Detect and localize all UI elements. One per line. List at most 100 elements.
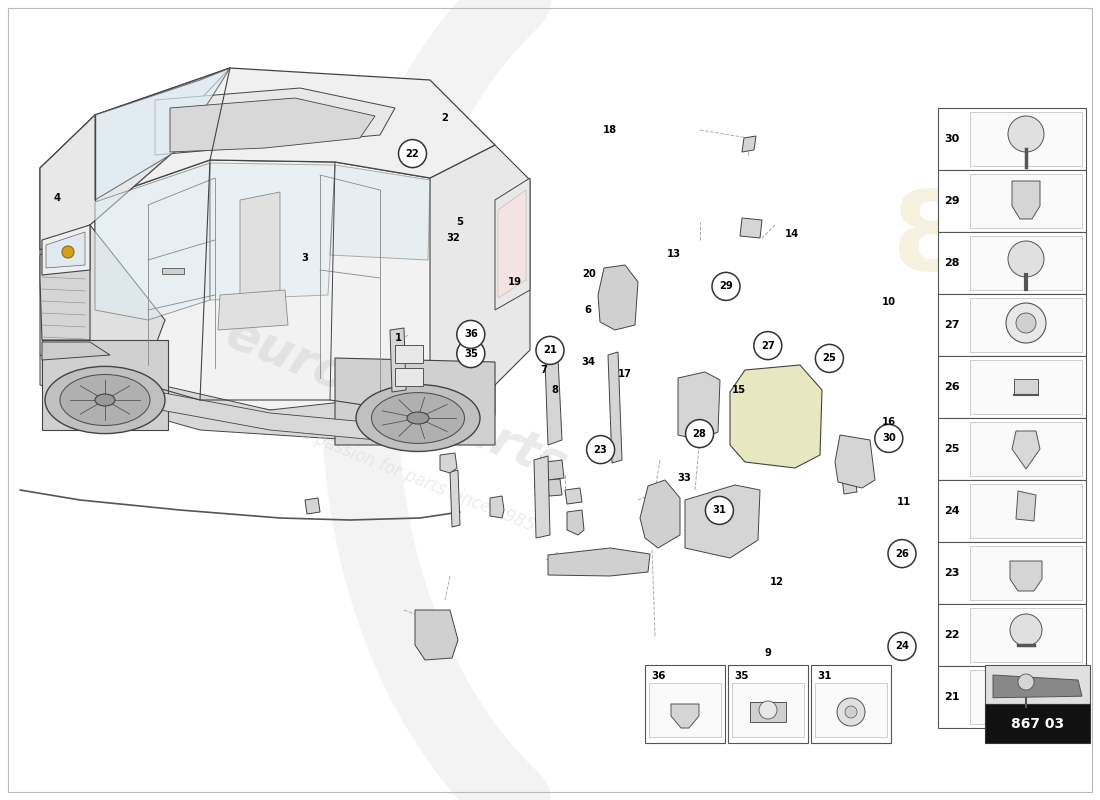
Polygon shape bbox=[305, 498, 320, 514]
Polygon shape bbox=[240, 192, 280, 302]
Circle shape bbox=[845, 706, 857, 718]
Bar bbox=[970, 298, 1082, 352]
Circle shape bbox=[685, 419, 714, 448]
Circle shape bbox=[874, 424, 903, 453]
Text: a passion for parts since 1985: a passion for parts since 1985 bbox=[298, 425, 538, 535]
Polygon shape bbox=[1010, 561, 1042, 591]
Text: 34: 34 bbox=[582, 357, 595, 366]
Circle shape bbox=[888, 539, 916, 567]
Circle shape bbox=[1008, 241, 1044, 277]
Circle shape bbox=[759, 701, 777, 719]
Polygon shape bbox=[330, 165, 430, 260]
Circle shape bbox=[586, 435, 615, 464]
Bar bbox=[970, 360, 1082, 414]
Text: 85: 85 bbox=[891, 186, 1045, 294]
Circle shape bbox=[1018, 674, 1034, 690]
Text: 30: 30 bbox=[945, 134, 959, 144]
Text: 10: 10 bbox=[882, 298, 895, 307]
Text: 36: 36 bbox=[651, 671, 666, 681]
Ellipse shape bbox=[45, 366, 165, 434]
Polygon shape bbox=[46, 232, 85, 268]
Polygon shape bbox=[40, 355, 495, 445]
Polygon shape bbox=[40, 68, 230, 250]
Bar bbox=[938, 666, 1086, 728]
Text: 5: 5 bbox=[456, 218, 463, 227]
Polygon shape bbox=[95, 68, 230, 200]
Bar bbox=[938, 418, 1086, 480]
Text: 867 03: 867 03 bbox=[1011, 717, 1064, 730]
Bar bbox=[811, 665, 891, 743]
Text: 13: 13 bbox=[668, 250, 681, 259]
Bar bbox=[645, 665, 725, 743]
Text: 31: 31 bbox=[713, 506, 726, 515]
Polygon shape bbox=[993, 675, 1082, 698]
Bar bbox=[970, 608, 1082, 662]
Text: 29: 29 bbox=[719, 282, 733, 291]
Text: 26: 26 bbox=[895, 549, 909, 558]
Polygon shape bbox=[100, 165, 495, 412]
Text: 17: 17 bbox=[618, 370, 631, 379]
Polygon shape bbox=[40, 115, 95, 250]
Text: 16: 16 bbox=[882, 418, 895, 427]
Ellipse shape bbox=[95, 394, 116, 406]
Text: 33: 33 bbox=[678, 474, 691, 483]
Polygon shape bbox=[1016, 491, 1036, 521]
Polygon shape bbox=[750, 702, 786, 722]
Bar bbox=[938, 232, 1086, 294]
Bar bbox=[970, 236, 1082, 290]
Polygon shape bbox=[678, 372, 721, 440]
Text: 3: 3 bbox=[301, 254, 308, 263]
Bar bbox=[970, 670, 1082, 724]
Text: 8: 8 bbox=[551, 386, 558, 395]
Bar bbox=[732, 683, 804, 737]
Text: 35: 35 bbox=[734, 671, 748, 681]
Bar bbox=[970, 546, 1082, 600]
Text: 2: 2 bbox=[441, 114, 448, 123]
Text: eurocarparts: eurocarparts bbox=[218, 310, 574, 490]
Circle shape bbox=[705, 496, 734, 525]
Circle shape bbox=[536, 336, 564, 365]
Text: 6: 6 bbox=[584, 306, 591, 315]
Polygon shape bbox=[1012, 431, 1040, 469]
Bar bbox=[938, 294, 1086, 356]
Text: 27: 27 bbox=[761, 341, 774, 350]
Bar bbox=[970, 484, 1082, 538]
Polygon shape bbox=[1012, 181, 1040, 219]
Text: 12: 12 bbox=[770, 578, 783, 587]
Polygon shape bbox=[170, 98, 375, 152]
Polygon shape bbox=[685, 485, 760, 558]
Text: 1: 1 bbox=[395, 333, 402, 342]
Polygon shape bbox=[546, 460, 564, 480]
Ellipse shape bbox=[60, 374, 150, 426]
Text: 9: 9 bbox=[764, 648, 771, 658]
Polygon shape bbox=[415, 610, 458, 660]
Text: 11: 11 bbox=[898, 498, 911, 507]
Text: 18: 18 bbox=[603, 125, 616, 134]
Polygon shape bbox=[498, 190, 526, 298]
Text: 23: 23 bbox=[594, 445, 607, 454]
Circle shape bbox=[456, 339, 485, 368]
Circle shape bbox=[62, 246, 74, 258]
Text: 29: 29 bbox=[944, 196, 960, 206]
Bar bbox=[395, 345, 424, 363]
Circle shape bbox=[888, 633, 916, 661]
Polygon shape bbox=[547, 479, 562, 496]
Circle shape bbox=[1006, 303, 1046, 343]
Text: 19: 19 bbox=[508, 277, 521, 286]
Text: 21: 21 bbox=[944, 692, 959, 702]
Text: 31: 31 bbox=[817, 671, 832, 681]
Text: 24: 24 bbox=[895, 642, 909, 651]
Text: 26: 26 bbox=[944, 382, 960, 392]
Circle shape bbox=[837, 698, 865, 726]
Text: 15: 15 bbox=[733, 386, 746, 395]
Bar bbox=[984, 704, 1090, 743]
Polygon shape bbox=[740, 218, 762, 238]
Ellipse shape bbox=[372, 393, 464, 443]
Polygon shape bbox=[42, 342, 110, 360]
Text: 22: 22 bbox=[944, 630, 959, 640]
Text: 23: 23 bbox=[944, 568, 959, 578]
Polygon shape bbox=[42, 340, 168, 430]
Polygon shape bbox=[742, 136, 756, 152]
Text: 35: 35 bbox=[464, 349, 477, 358]
Polygon shape bbox=[390, 328, 406, 392]
